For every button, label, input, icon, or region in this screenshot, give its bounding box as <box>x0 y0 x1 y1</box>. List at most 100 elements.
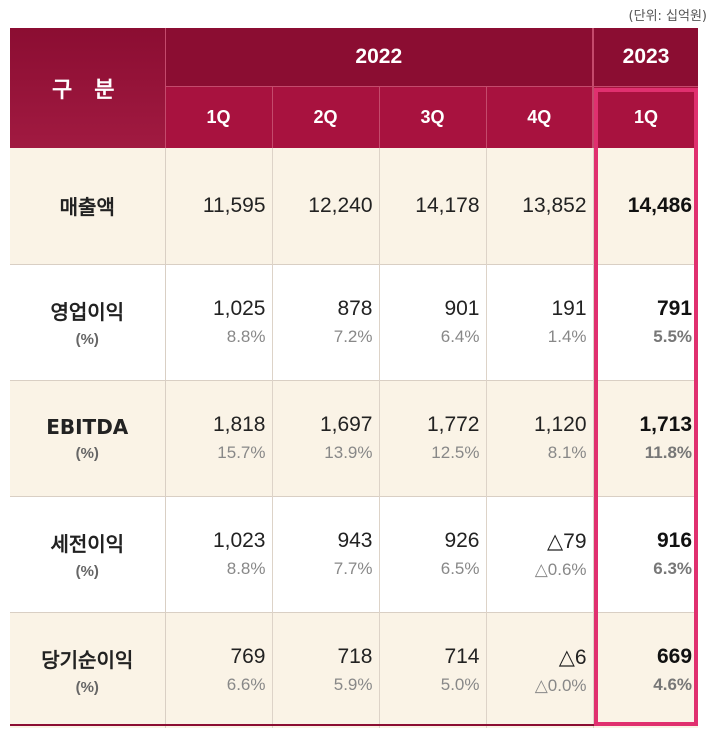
percent: 5.0% <box>440 675 480 695</box>
row-label: 당기순이익 (%) <box>10 612 166 728</box>
cell-2023: 14,486 <box>592 148 699 264</box>
cell: 1,697 13.9% <box>271 380 379 496</box>
percent: 8.8% <box>226 327 266 346</box>
value: 1,025 <box>212 297 266 320</box>
percent: 4.6% <box>653 675 693 695</box>
row-pretax-profit: 세전이익 (%) 1,023 8.8% 943 7.7% 926 6.5% △79 △0.… <box>10 496 699 612</box>
percent: 7.2% <box>333 327 373 346</box>
value: 669 <box>656 645 693 669</box>
header-row-years: 구 분 2022 2023 <box>10 28 699 148</box>
cell: 1,772 12.5% <box>378 380 486 496</box>
cell: 769 6.6% <box>165 612 272 728</box>
cell: 943 7.7% <box>271 496 379 612</box>
row-revenue: 매출액 11,595 12,240 14,178 13,852 14,486 <box>10 148 699 264</box>
value: 714 <box>444 645 480 669</box>
row-label: EBITDA (%) <box>10 380 166 496</box>
percent: 6.6% <box>226 675 266 695</box>
value: △6 <box>558 645 587 669</box>
percent: 12.5% <box>431 443 480 462</box>
cell: 14,178 <box>378 148 486 264</box>
row-pct-label: (%) <box>75 563 99 580</box>
percent: 5.9% <box>333 675 373 695</box>
cell: 901 6.4% <box>378 264 486 380</box>
value: 11,595 <box>202 193 266 217</box>
percent: 1.4% <box>547 327 587 346</box>
percent: 13.9% <box>324 443 373 462</box>
row-label-text: 영업이익 <box>50 300 125 324</box>
year-2022-header: 2022 <box>165 28 594 87</box>
row-label: 영업이익 (%) <box>10 264 166 380</box>
quarter-header-2023: 1Q <box>592 86 699 148</box>
percent: 15.7% <box>217 443 266 462</box>
row-ebitda: EBITDA (%) 1,818 15.7% 1,697 13.9% 1,772 12.… <box>10 380 699 496</box>
value: 901 <box>444 297 480 320</box>
cell-2023: 791 5.5% <box>592 264 699 380</box>
percent: 11.8% <box>644 443 693 462</box>
row-operating-profit: 영업이익 (%) 1,025 8.8% 878 7.2% 901 6.4% 191 1.4… <box>10 264 699 380</box>
unit-note: (단위: 십억원) <box>628 9 707 24</box>
percent: 5.5% <box>653 327 693 346</box>
cell: 1,818 15.7% <box>165 380 272 496</box>
cell: 926 6.5% <box>378 496 486 612</box>
row-net-income: 당기순이익 (%) 769 6.6% 718 5.9% 714 5.0% △6 △0.0%… <box>10 612 699 728</box>
cell-2023: 916 6.3% <box>592 496 699 612</box>
cell: 13,852 <box>485 148 594 264</box>
value: 791 <box>656 297 693 320</box>
cell: 878 7.2% <box>271 264 379 380</box>
cell: △6 △0.0% <box>485 612 594 728</box>
percent: 6.5% <box>440 559 480 578</box>
cell: 12,240 <box>271 148 379 264</box>
value: 13,852 <box>522 193 587 217</box>
value: 14,486 <box>627 193 693 217</box>
cell-2023: 669 4.6% <box>592 612 699 728</box>
percent: 8.8% <box>226 559 266 578</box>
value: 1,772 <box>426 413 480 436</box>
year-2023-header: 2023 <box>592 28 699 87</box>
value: 1,713 <box>639 413 693 436</box>
quarter-header: 2Q <box>271 86 379 148</box>
quarter-header: 3Q <box>378 86 486 148</box>
row-label-text: 매출액 <box>59 195 115 220</box>
value: 14,178 <box>415 193 480 217</box>
value: 943 <box>337 529 373 552</box>
value: 718 <box>337 645 373 669</box>
cell: 191 1.4% <box>485 264 594 380</box>
value: 191 <box>551 297 587 320</box>
cell: 1,120 8.1% <box>485 380 594 496</box>
row-label-text: 당기순이익 <box>41 648 134 673</box>
cell: 714 5.0% <box>378 612 486 728</box>
percent: △0.0% <box>534 675 587 695</box>
value: △79 <box>547 529 587 553</box>
value: 12,240 <box>308 193 373 217</box>
quarter-header: 1Q <box>165 86 272 148</box>
financial-table: 구 분 2022 2023 1Q 2Q 3Q 4Q 1Q 매출액 11,595 … <box>10 28 699 728</box>
cell: △79 △0.6% <box>485 496 594 612</box>
row-label: 세전이익 (%) <box>10 496 166 612</box>
value: 926 <box>444 529 480 552</box>
row-label-text: EBITDA <box>46 414 129 439</box>
value: 1,023 <box>212 529 266 552</box>
value: 1,818 <box>212 413 266 436</box>
cell: 1,025 8.8% <box>165 264 272 380</box>
row-label: 매출액 <box>10 148 166 264</box>
value: 1,120 <box>533 413 587 436</box>
category-header: 구 분 <box>10 28 166 148</box>
percent: △0.6% <box>534 559 587 579</box>
percent: 7.7% <box>333 559 373 578</box>
value: 1,697 <box>319 413 373 436</box>
row-pct-label: (%) <box>75 679 99 697</box>
percent: 6.3% <box>653 559 693 578</box>
cell: 718 5.9% <box>271 612 379 728</box>
cell-2023: 1,713 11.8% <box>592 380 699 496</box>
row-pct-label: (%) <box>75 444 99 462</box>
cell: 11,595 <box>165 148 272 264</box>
value: 769 <box>230 645 266 669</box>
percent: 6.4% <box>440 327 480 346</box>
quarter-header: 4Q <box>485 86 594 148</box>
row-label-text: 세전이익 <box>50 532 125 556</box>
header-row-quarters: 1Q 2Q 3Q 4Q 1Q <box>10 86 699 148</box>
table-bottom-rule <box>10 724 698 726</box>
cell: 1,023 8.8% <box>165 496 272 612</box>
value: 916 <box>656 529 693 552</box>
row-pct-label: (%) <box>75 331 99 348</box>
